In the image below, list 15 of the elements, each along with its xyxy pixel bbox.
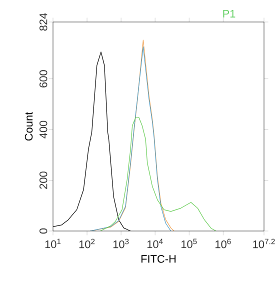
x-tick-label: 10$^{1}$ <box>45 238 61 248</box>
x-tick-label: 10$^{7.2}$ <box>253 238 275 248</box>
x-tick-label: 10$^{3}$ <box>113 238 129 248</box>
y-tick-label: 200 <box>39 172 48 189</box>
y-axis-title: Count <box>24 112 33 141</box>
y-tick-label: 400 <box>39 120 48 138</box>
y-tick-label: 600 <box>39 70 48 88</box>
x-tick-label: 10$^{2}$ <box>79 238 95 248</box>
x-axis-title: FITC-H <box>141 255 176 263</box>
x-tick-label: 10$^{6}$ <box>216 238 231 248</box>
x-tick-label: 10$^{4}$ <box>147 238 163 248</box>
text: P1 <box>223 10 236 18</box>
y-tick-label: 0 <box>39 228 48 234</box>
x-tick-label: 10$^{5}$ <box>181 238 197 248</box>
y-tick-label: 824 <box>39 13 48 31</box>
